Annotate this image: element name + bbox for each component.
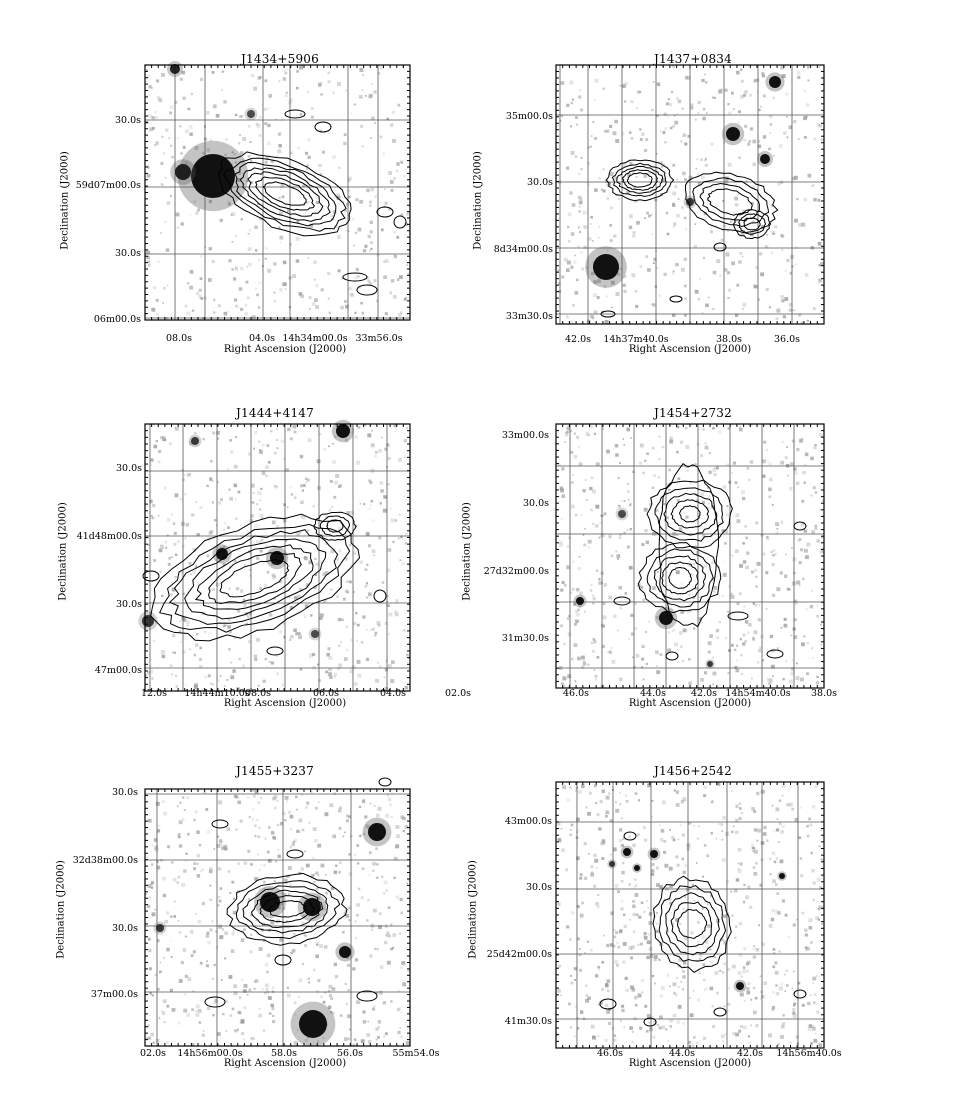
- ytick: 37m00.0s: [90, 989, 138, 1000]
- xtick: 14h37m40.0s: [603, 334, 669, 345]
- y-axis-label: Declination (J2000): [472, 151, 484, 250]
- xtick: 08.0s: [244, 688, 272, 699]
- panel-j1444: J1444+4147 30.0s 41d48m00.0s 30.0s 47m00…: [55, 406, 472, 709]
- y-axis-label: Declination (J2000): [461, 502, 473, 601]
- panel-j1456: J1456+2542 43m00.0s 30.0s 25d42m00.0s 41…: [468, 764, 890, 1069]
- ytick: 30.0s: [522, 498, 549, 509]
- panel-j1455: J1455+3237 30.0s 32d38m00.0s 30.0s 37m00…: [55, 764, 455, 1069]
- x-axis-label: Right Ascension (J2000): [628, 1058, 752, 1069]
- ytick: 30.0s: [115, 463, 142, 474]
- sky-image: [555, 423, 825, 689]
- sky-image: [144, 777, 411, 1047]
- ytick: 43m00.0s: [504, 816, 552, 827]
- xtick: 02.0s: [444, 688, 472, 699]
- xtick: 12.0s: [140, 688, 168, 699]
- xtick: 33m56.0s: [355, 333, 403, 344]
- xtick: 42.0s: [564, 334, 592, 345]
- xtick: 36.0s: [773, 334, 801, 345]
- ytick: 30.0s: [115, 599, 142, 610]
- xtick: 04.0s: [248, 333, 276, 344]
- ytick: 47m00.0s: [94, 665, 142, 676]
- xtick: 46.0s: [562, 688, 590, 699]
- xtick: 14h44m10.0s: [184, 688, 250, 699]
- ytick: 31m30.0s: [501, 633, 549, 644]
- xtick: 08.0s: [165, 333, 193, 344]
- ytick: 35m00.0s: [505, 111, 553, 122]
- ytick: 27d32m00.0s: [483, 566, 549, 577]
- y-axis-label: Declination (J2000): [55, 860, 67, 959]
- y-axis-label: Declination (J2000): [57, 502, 69, 601]
- ytick: 32d38m00.0s: [72, 855, 138, 866]
- x-axis-label: Right Ascension (J2000): [628, 698, 752, 709]
- panel-title: J1456+2542: [654, 764, 732, 778]
- sky-image: [138, 419, 411, 692]
- xtick: 44.0s: [639, 688, 667, 699]
- ytick: 30.0s: [526, 177, 553, 188]
- ytick: 33m00.0s: [501, 430, 549, 441]
- ytick: 30.0s: [114, 115, 141, 126]
- x-axis-label: Right Ascension (J2000): [223, 698, 347, 709]
- panel-title: J1455+3237: [236, 764, 314, 778]
- ytick: 30.0s: [525, 882, 552, 893]
- xtick: 46.0s: [596, 1048, 624, 1059]
- xtick: 14h56m00.0s: [177, 1048, 243, 1059]
- ytick: 41d48m00.0s: [76, 531, 142, 542]
- panel-title: J1444+4147: [236, 406, 314, 420]
- xtick: 42.0s: [690, 688, 718, 699]
- xtick: 04.0s: [379, 688, 407, 699]
- sky-image: [555, 781, 825, 1049]
- panel-j1454: J1454+2732 33m00.0s 30.0s 27d32m00.0s 31…: [462, 406, 890, 709]
- ytick: 25d42m00.0s: [486, 949, 552, 960]
- sky-image: [555, 64, 825, 325]
- ytick: 41m30.0s: [504, 1016, 552, 1027]
- xtick: 38.0s: [715, 334, 743, 345]
- x-axis-label: Right Ascension (J2000): [223, 1058, 347, 1069]
- xtick: 14h34m00.0s: [282, 333, 348, 344]
- xtick: 14h54m40.0s: [725, 688, 791, 699]
- ytick: 8d34m00.0s: [493, 244, 553, 255]
- xtick: 44.0s: [668, 1048, 696, 1059]
- y-axis-label: Declination (J2000): [467, 860, 479, 959]
- xtick: 56.0s: [336, 1048, 364, 1059]
- xtick: 02.0s: [139, 1048, 167, 1059]
- panel-j1434: J1434+5906 30.0s 59d07m00.0s 30.0s 06m00…: [55, 52, 455, 355]
- xtick: 58.0s: [270, 1048, 298, 1059]
- xtick: 42.0s: [736, 1048, 764, 1059]
- xtick: 06.0s: [312, 688, 340, 699]
- x-axis-label: Right Ascension (J2000): [628, 344, 752, 355]
- ytick: 06m00.0s: [93, 314, 141, 325]
- ytick: 30.0s: [111, 787, 138, 798]
- xtick: 55m54.0s: [392, 1048, 440, 1059]
- panel-j1437: J1437+0834 35m00.0s 30.0s 8d34m00.0s 33m…: [473, 52, 890, 355]
- ytick: 30.0s: [114, 248, 141, 259]
- panel-title: J1454+2732: [654, 406, 732, 420]
- ytick: 33m30.0s: [505, 311, 553, 322]
- sky-image: [144, 61, 411, 321]
- y-axis-label: Declination (J2000): [59, 151, 71, 250]
- xtick: 38.0s: [810, 688, 838, 699]
- ytick: 59d07m00.0s: [75, 180, 141, 191]
- xtick: 14h56m40.0s: [776, 1048, 842, 1059]
- panel-title: J1437+0834: [654, 52, 732, 66]
- panel-title: J1434+5906: [241, 52, 319, 66]
- ytick: 30.0s: [111, 923, 138, 934]
- x-axis-label: Right Ascension (J2000): [223, 344, 347, 355]
